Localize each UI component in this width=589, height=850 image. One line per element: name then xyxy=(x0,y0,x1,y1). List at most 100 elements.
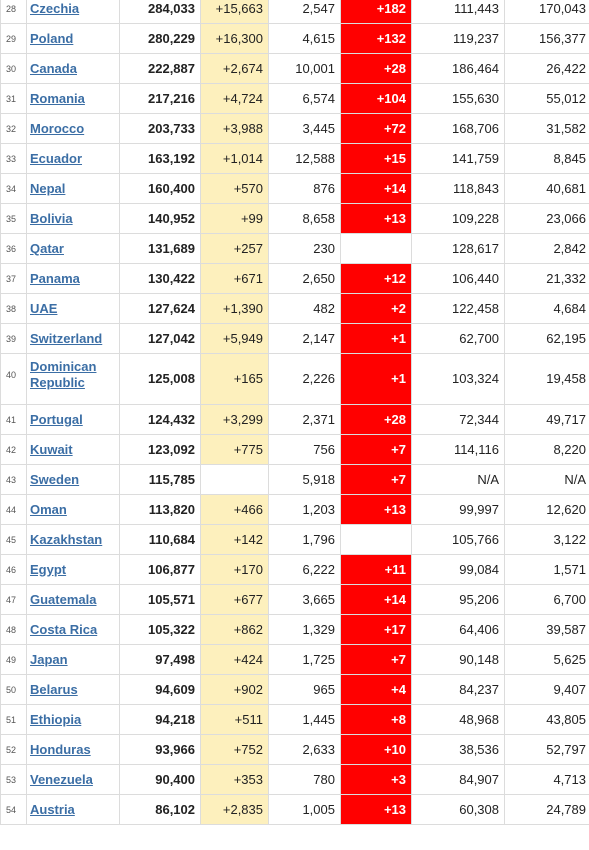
active-cases-cell: N/A xyxy=(504,464,589,495)
total-recovered-cell: 106,440 xyxy=(411,263,505,294)
country-link[interactable]: Switzerland xyxy=(30,330,103,346)
country-cell: Nepal xyxy=(26,173,120,204)
country-link[interactable]: Costa Rica xyxy=(30,621,98,637)
country-link[interactable]: Japan xyxy=(30,651,68,667)
country-cell: Oman xyxy=(26,494,120,525)
rank-cell: 37 xyxy=(0,263,27,294)
active-cases-cell: 9,407 xyxy=(504,674,589,705)
country-cell: Japan xyxy=(26,644,120,675)
total-recovered-cell: 122,458 xyxy=(411,293,505,324)
country-link[interactable]: Oman xyxy=(30,501,67,517)
new-deaths-cell: +7 xyxy=(340,464,412,495)
new-deaths-cell: +28 xyxy=(340,53,412,84)
total-deaths-cell: 230 xyxy=(268,233,341,264)
total-recovered-cell: 95,206 xyxy=(411,584,505,615)
total-deaths-cell: 2,633 xyxy=(268,734,341,765)
country-link[interactable]: Nepal xyxy=(30,180,66,196)
rank-cell: 30 xyxy=(0,53,27,84)
new-deaths-cell: +7 xyxy=(340,434,412,465)
rank-cell: 32 xyxy=(0,113,27,144)
country-cell: Bolivia xyxy=(26,203,120,234)
active-cases-cell: 1,571 xyxy=(504,554,589,585)
country-link[interactable]: Romania xyxy=(30,90,85,106)
country-link[interactable]: Portugal xyxy=(30,411,83,427)
total-recovered-cell: 118,843 xyxy=(411,173,505,204)
new-deaths-cell: +13 xyxy=(340,794,412,825)
new-cases-cell: +466 xyxy=(200,494,269,525)
table-row: 49 Japan 97,498 +424 1,725 +7 90,148 5,625 xyxy=(0,644,589,675)
active-cases-cell: 62,195 xyxy=(504,323,589,354)
active-cases-cell: 39,587 xyxy=(504,614,589,645)
country-link[interactable]: Dominican Republic xyxy=(30,359,97,390)
rank-cell: 49 xyxy=(0,644,27,675)
country-link[interactable]: Panama xyxy=(30,270,80,286)
country-cell: Morocco xyxy=(26,113,120,144)
country-link[interactable]: Belarus xyxy=(30,681,78,697)
active-cases-cell: 40,681 xyxy=(504,173,589,204)
country-link[interactable]: Austria xyxy=(30,801,75,817)
table-row: 41 Portugal 124,432 +3,299 2,371 +28 72,344 49,… xyxy=(0,404,589,435)
new-deaths-cell: +15 xyxy=(340,143,412,174)
rank-cell: 43 xyxy=(0,464,27,495)
country-cell: Costa Rica xyxy=(26,614,120,645)
total-cases-cell: 115,785 xyxy=(119,464,201,495)
total-cases-cell: 110,684 xyxy=(119,524,201,555)
table-row: 33 Ecuador 163,192 +1,014 12,588 +15 141,759 8,… xyxy=(0,143,589,174)
country-link[interactable]: UAE xyxy=(30,300,58,316)
country-link[interactable]: Ethiopia xyxy=(30,711,82,727)
table-row: 51 Ethiopia 94,218 +511 1,445 +8 48,968 43,805 xyxy=(0,704,589,735)
active-cases-cell: 6,700 xyxy=(504,584,589,615)
total-deaths-cell: 5,918 xyxy=(268,464,341,495)
new-deaths-cell: +72 xyxy=(340,113,412,144)
total-cases-cell: 86,102 xyxy=(119,794,201,825)
country-link[interactable]: Qatar xyxy=(30,240,64,256)
total-deaths-cell: 6,222 xyxy=(268,554,341,585)
country-cell: Guatemala xyxy=(26,584,120,615)
country-link[interactable]: Honduras xyxy=(30,741,91,757)
country-link[interactable]: Czechia xyxy=(30,0,80,16)
country-cell: Qatar xyxy=(26,233,120,264)
new-deaths-cell: +14 xyxy=(340,173,412,204)
new-deaths-cell: +11 xyxy=(340,554,412,585)
table-row: 53 Venezuela 90,400 +353 780 +3 84,907 4,713 xyxy=(0,764,589,795)
new-deaths-cell: +132 xyxy=(340,23,412,54)
country-link[interactable]: Poland xyxy=(30,30,74,46)
country-cell: Austria xyxy=(26,794,120,825)
country-link[interactable]: Morocco xyxy=(30,120,85,136)
country-link[interactable]: Venezuela xyxy=(30,771,93,787)
total-deaths-cell: 1,329 xyxy=(268,614,341,645)
rank-cell: 40 xyxy=(0,353,27,405)
total-recovered-cell: 103,324 xyxy=(411,353,505,405)
active-cases-cell: 12,620 xyxy=(504,494,589,525)
rank-cell: 52 xyxy=(0,734,27,765)
new-deaths-cell: +10 xyxy=(340,734,412,765)
total-cases-cell: 203,733 xyxy=(119,113,201,144)
total-recovered-cell: 38,536 xyxy=(411,734,505,765)
active-cases-cell: 156,377 xyxy=(504,23,589,54)
table-row: 45 Kazakhstan 110,684 +142 1,796 105,766 3,122 xyxy=(0,524,589,555)
country-link[interactable]: Kazakhstan xyxy=(30,531,103,547)
country-link[interactable]: Bolivia xyxy=(30,210,73,226)
rank-cell: 33 xyxy=(0,143,27,174)
country-link[interactable]: Canada xyxy=(30,60,77,76)
country-link[interactable]: Kuwait xyxy=(30,441,73,457)
new-cases-cell: +775 xyxy=(200,434,269,465)
total-recovered-cell: 105,766 xyxy=(411,524,505,555)
country-link[interactable]: Ecuador xyxy=(30,150,83,166)
table-row: 54 Austria 86,102 +2,835 1,005 +13 60,308 24,78… xyxy=(0,794,589,825)
total-recovered-cell: 99,997 xyxy=(411,494,505,525)
total-deaths-cell: 2,547 xyxy=(268,0,341,24)
country-link[interactable]: Egypt xyxy=(30,561,67,577)
total-deaths-cell: 3,445 xyxy=(268,113,341,144)
new-cases-cell: +257 xyxy=(200,233,269,264)
total-recovered-cell: 128,617 xyxy=(411,233,505,264)
total-recovered-cell: 84,907 xyxy=(411,764,505,795)
country-cell: Poland xyxy=(26,23,120,54)
total-cases-cell: 125,008 xyxy=(119,353,201,405)
country-link[interactable]: Sweden xyxy=(30,471,80,487)
total-deaths-cell: 4,615 xyxy=(268,23,341,54)
rank-cell: 46 xyxy=(0,554,27,585)
country-link[interactable]: Guatemala xyxy=(30,591,97,607)
country-cell: Honduras xyxy=(26,734,120,765)
active-cases-cell: 5,625 xyxy=(504,644,589,675)
